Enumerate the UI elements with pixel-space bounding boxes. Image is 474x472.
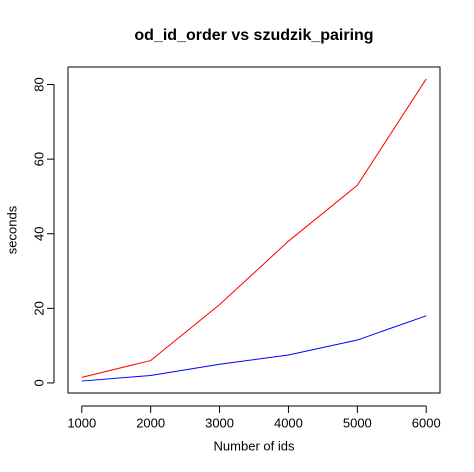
x-tick-label: 4000: [274, 415, 303, 430]
x-axis-label: Number of ids: [214, 438, 295, 453]
x-tick-label: 6000: [412, 415, 441, 430]
plot-box: [67, 66, 441, 394]
y-axis-label: seconds: [4, 205, 19, 254]
x-tick-label: 5000: [343, 415, 372, 430]
y-tick-label: 80: [31, 77, 46, 91]
y-tick-label: 0: [31, 379, 46, 386]
series-line: [81, 78, 427, 378]
y-tick-label: 40: [31, 226, 46, 240]
chart-title: od_id_order vs szudzik_pairing: [134, 27, 373, 44]
y-tick-label: 20: [31, 301, 46, 315]
series-line: [81, 315, 427, 382]
x-tick-label: 3000: [205, 415, 234, 430]
x-tick-label: 2000: [136, 415, 165, 430]
x-tick-label: 1000: [67, 415, 96, 430]
y-tick-label: 60: [31, 152, 46, 166]
